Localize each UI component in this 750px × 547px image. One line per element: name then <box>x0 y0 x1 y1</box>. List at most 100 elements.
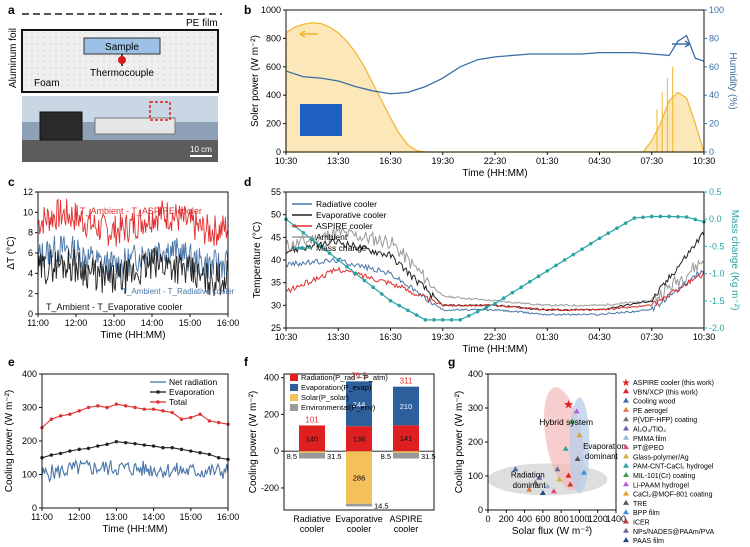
solar-bar <box>299 451 325 453</box>
y2-tick-label: 20 <box>709 119 719 129</box>
cooling-point <box>124 404 128 408</box>
x-tick-label: 01:30 <box>536 156 559 166</box>
panel-label-g: g <box>448 355 455 369</box>
legend-label: PAAS film <box>633 538 664 545</box>
legend-label: PT@PEO <box>633 445 664 452</box>
legend-marker <box>623 397 629 403</box>
legend-label: P(VDF-HFP) coating <box>633 417 697 424</box>
y-axis-label: Cooling power (W m⁻²) <box>4 390 15 493</box>
cooling-point <box>161 446 165 450</box>
y-tick-label: 30 <box>271 300 281 310</box>
data-point <box>539 490 546 495</box>
x-tick-label: 1200 <box>588 514 608 524</box>
humidity-axis-arrow-icon <box>672 40 691 48</box>
y-axis-label: Cooling power (W m⁻²) <box>248 391 259 494</box>
evaporation-bar-label: 244 <box>353 400 366 409</box>
evaporation-bar <box>393 386 419 426</box>
mass-change-point <box>676 214 680 219</box>
aluminum-foil-label: Aluminum foil <box>8 28 19 88</box>
cooling-point <box>207 419 212 423</box>
legend-star-icon: ★ <box>622 378 631 389</box>
y-tick-label: -200 <box>261 483 279 493</box>
mass-change-point <box>319 244 323 249</box>
cooling-point <box>58 414 63 418</box>
mass-change-point <box>327 251 332 255</box>
mass-change-point <box>623 221 628 225</box>
legend-marker <box>623 416 629 422</box>
y-axis-label: Cooling power (W m⁻²) <box>454 391 465 494</box>
y2-tick-label: 100 <box>709 5 724 15</box>
legend-swatch <box>290 384 298 391</box>
mass-change-point <box>423 318 428 322</box>
region-label-hybrid: Hybrid system <box>539 417 593 427</box>
plot-frame <box>283 373 435 511</box>
region-label-radiation: Radiation <box>511 471 545 480</box>
panel-label-f: f <box>244 355 249 369</box>
radiation-bar-label: 141 <box>400 434 413 443</box>
x-tick-label: 14:00 <box>142 512 165 522</box>
cooling-point <box>179 417 184 421</box>
evaporation-bar <box>346 381 372 427</box>
legend-label: VBN/XCP (this work) <box>633 389 698 396</box>
laptop-icon <box>39 111 83 141</box>
x-tick-label: 11:00 <box>27 318 49 328</box>
x-tick-label: 15:00 <box>180 512 203 522</box>
cooling-point <box>189 449 193 453</box>
y-tick-label: 400 <box>22 369 37 379</box>
chart-f: Cooling power (W m⁻²) -200 0 200 400 140 8.5 31… <box>248 371 436 534</box>
x-tick-label: 19:30 <box>431 156 454 166</box>
environmental-bar <box>346 503 372 507</box>
x-tick-label: 07:30 <box>640 332 663 342</box>
mass-change-point <box>667 214 671 219</box>
legend-label: CaCl₂@MOF-801 coating <box>633 492 713 499</box>
legend-label: ASPIRE cooler <box>316 221 373 231</box>
x-tick-label: 12:00 <box>68 512 91 522</box>
radiation-dominant-region <box>487 463 608 496</box>
environmental-bar-label: 31.5 <box>421 452 436 461</box>
legend-label: Evaporation <box>169 387 215 397</box>
x-tick-label: 15:00 <box>179 318 202 328</box>
legend-label: Cooling wood <box>633 399 676 406</box>
scale-label: 10 cm <box>190 145 212 154</box>
legend-label: Mass change <box>316 243 367 253</box>
y-tick-label: 4 <box>28 268 33 278</box>
chart-c: T_Ambient - T_ASPIRE cooler T_Ambient - T… <box>6 187 239 341</box>
solar-bar <box>393 451 419 453</box>
foam-label: Foam <box>34 78 60 89</box>
category-label: ASPIRE <box>389 514 422 524</box>
mass-change-point <box>649 214 654 219</box>
mass-change-point <box>379 292 384 296</box>
cooling-point <box>151 444 156 448</box>
cooling-point <box>217 456 221 460</box>
cooling-point <box>96 404 100 408</box>
data-point <box>576 432 583 438</box>
legend-label: BPP film <box>633 510 660 517</box>
y-tick-label: 0 <box>32 503 37 513</box>
mass-change-point <box>571 252 576 257</box>
category-label: Radiative <box>293 514 331 524</box>
x-tick-label: 10:30 <box>693 156 716 166</box>
mass-change-point <box>606 231 611 236</box>
x-axis-label: Time (HH:MM) <box>462 344 527 355</box>
cooling-point <box>86 446 91 451</box>
cooling-point <box>124 440 128 445</box>
mass-change-point <box>440 318 445 322</box>
cooling-line-0 <box>41 459 229 483</box>
data-point <box>544 483 551 489</box>
mass-change-point <box>484 305 489 310</box>
cooling-point <box>198 451 202 455</box>
legend-label: ASPIRE cooler (this work) <box>633 380 714 387</box>
y-tick-label: 300 <box>468 403 483 413</box>
x-tick-label: 04:30 <box>588 332 611 342</box>
legend-marker <box>623 518 629 524</box>
x-axis-label: Solar flux (W m⁻²) <box>512 526 592 537</box>
pe-film-label: PE film <box>186 18 218 29</box>
legend-swatch <box>290 374 298 381</box>
x-tick-label: 19:30 <box>431 332 454 342</box>
data-point <box>569 418 576 424</box>
environmental-bar <box>393 452 419 459</box>
data-point <box>556 476 563 482</box>
mass-change-point <box>449 318 454 322</box>
panel-label-d: d <box>244 175 251 189</box>
